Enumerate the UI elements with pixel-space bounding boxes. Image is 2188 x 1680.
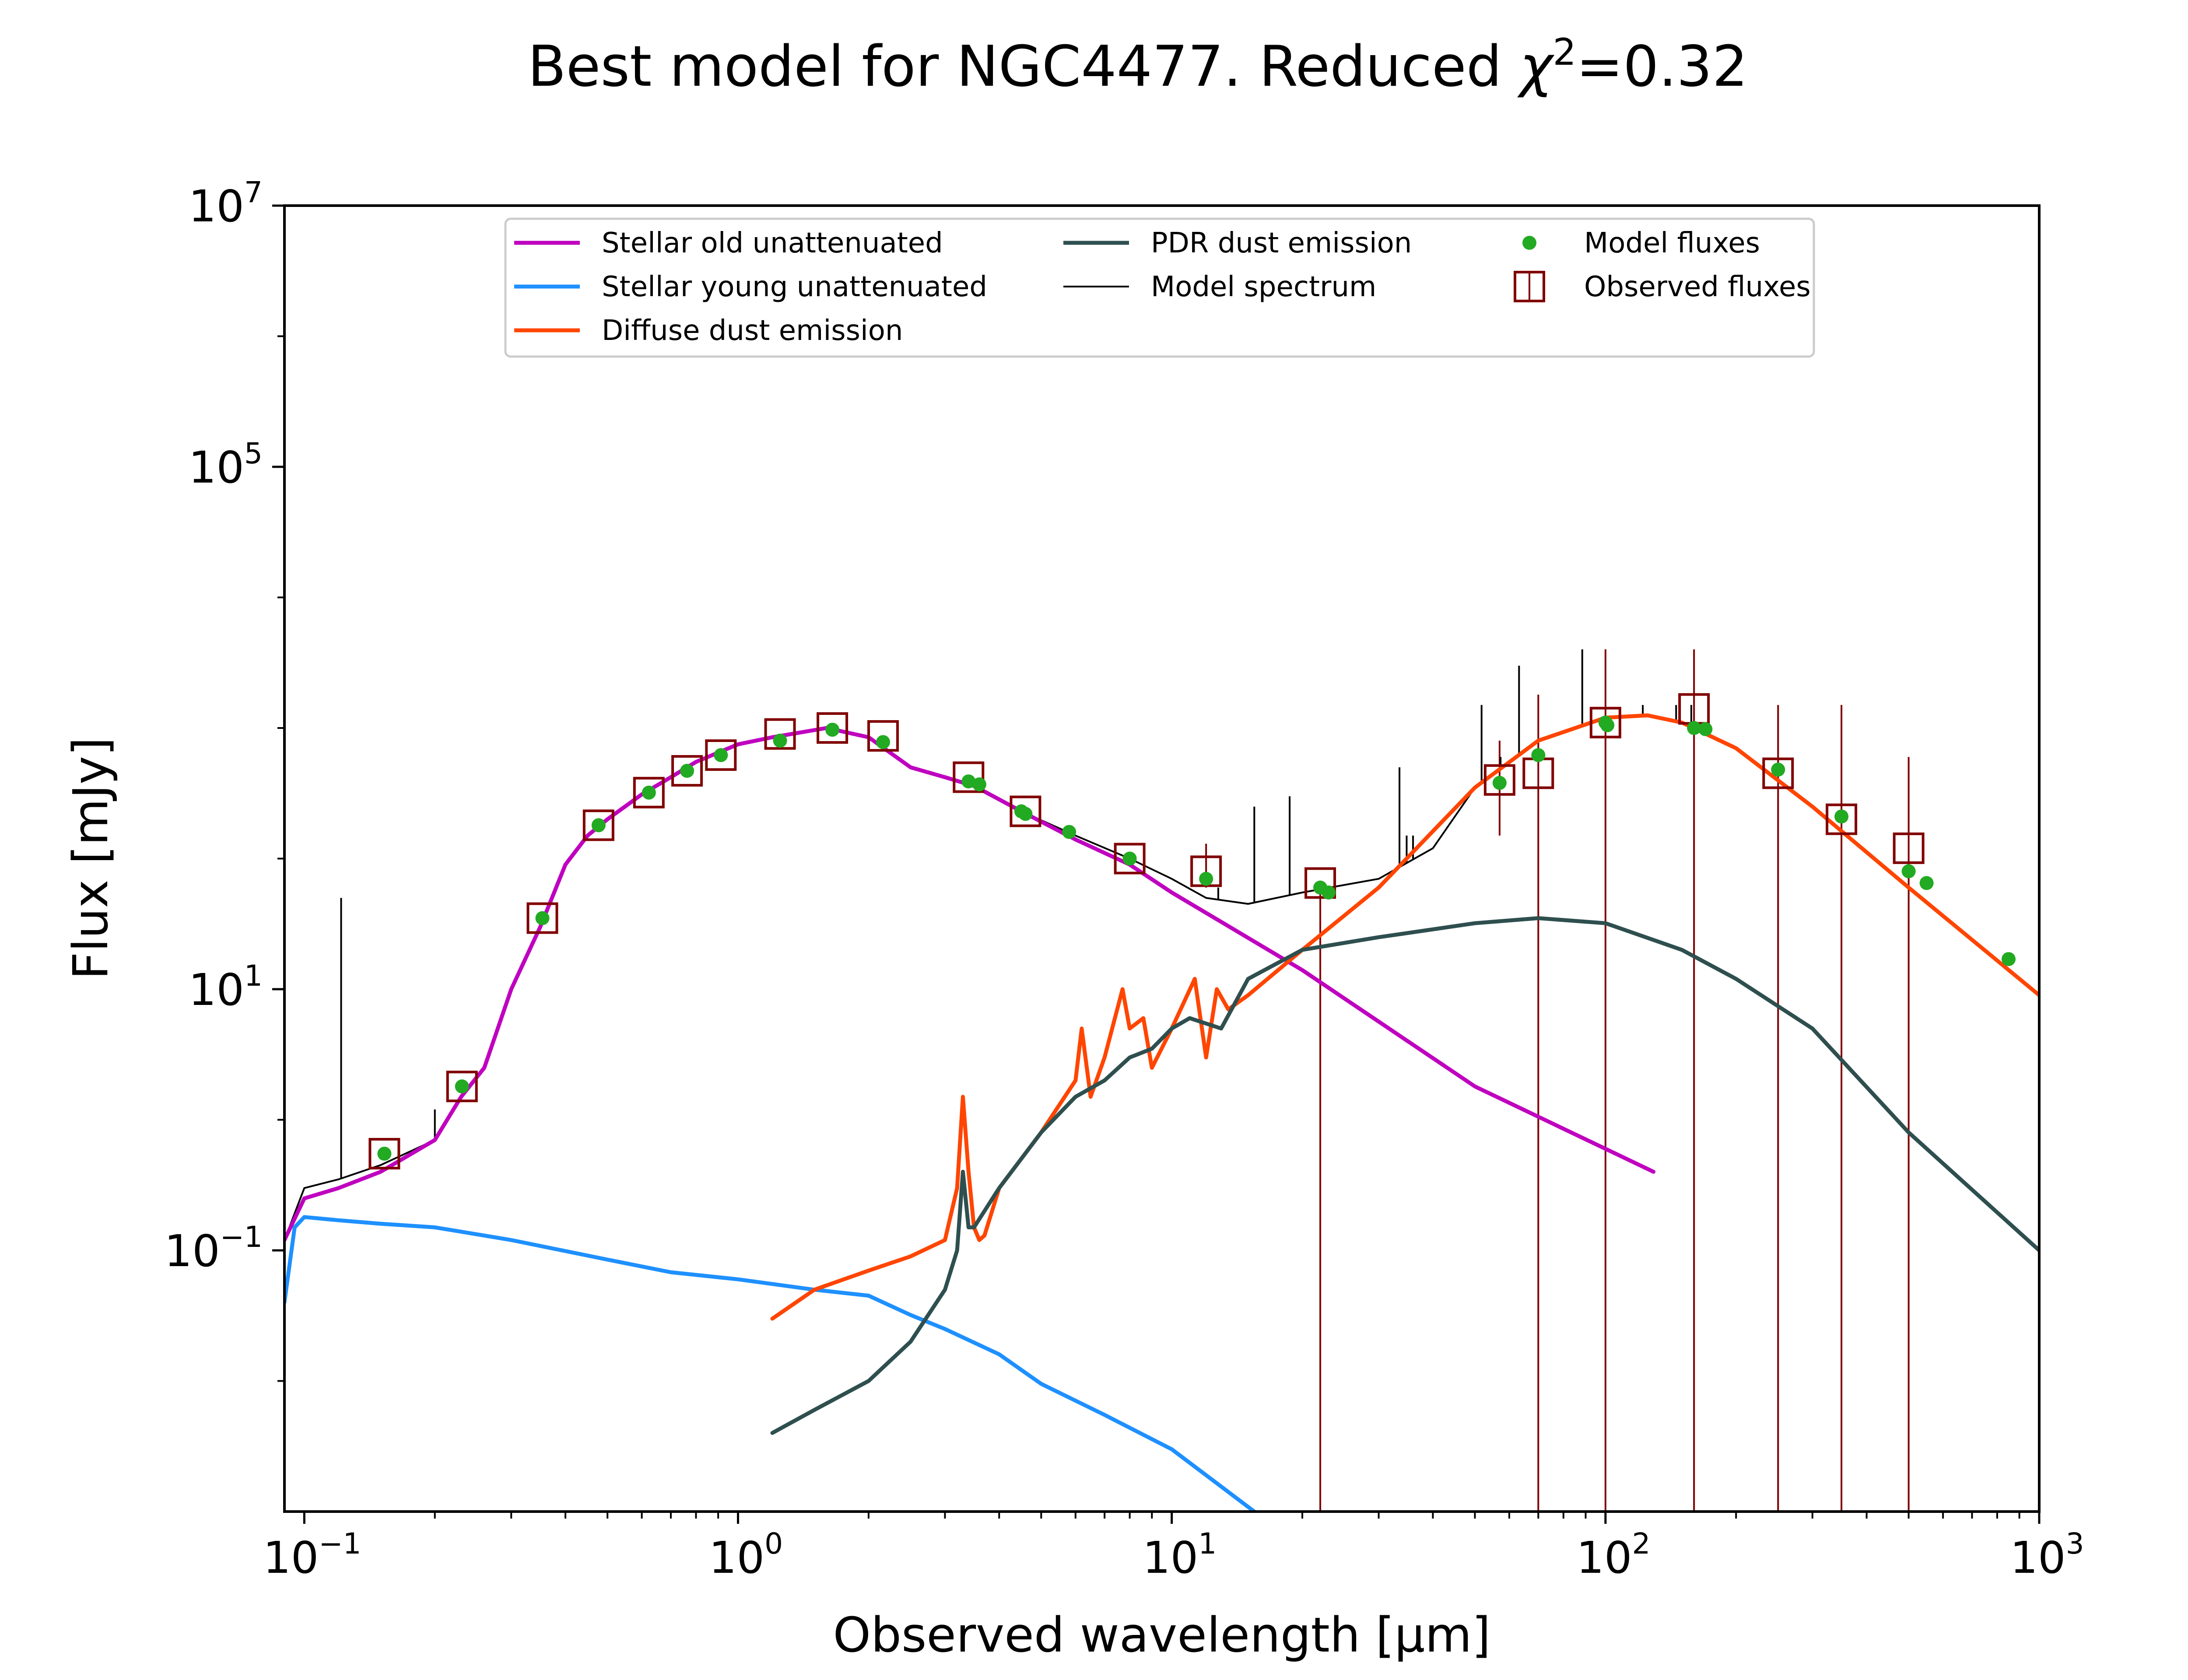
legend-item-model-fluxes: Model fluxes — [1522, 227, 1760, 259]
observed-flux-marker — [1483, 764, 1515, 796]
model-flux-point — [1062, 825, 1076, 839]
model-flux-point — [1531, 748, 1546, 762]
observed-flux-marker — [671, 755, 703, 787]
series-line-pdr-dust-emission — [770, 916, 2039, 1435]
legend-label: Observed fluxes — [1584, 271, 1811, 303]
legend-label: Diffuse dust emission — [602, 315, 903, 347]
series-line-stellar-young-unattenuated — [284, 1215, 1256, 1512]
observed-flux-marker — [1589, 707, 1621, 738]
legend-item-diffuse-dust-emission: Diffuse dust emission — [514, 315, 903, 347]
observed-flux-marker — [633, 777, 665, 808]
x-axis-label: Observed wavelength [μm] — [833, 1607, 1491, 1663]
model-flux-point — [1901, 864, 1916, 878]
observed-flux-marker — [867, 720, 899, 752]
legend-item-pdr-dust-emission: PDR dust emission — [1063, 227, 1412, 259]
legend-label: Model spectrum — [1151, 271, 1376, 303]
model-flux-point — [2002, 952, 2016, 966]
model-flux-point — [1018, 807, 1033, 821]
observed-flux-marker — [1304, 867, 1336, 899]
legend: Stellar old unattenuated Stellar young un… — [504, 217, 1815, 358]
model-flux-point — [1122, 851, 1137, 866]
observed-flux-marker — [526, 902, 558, 934]
y-tick-label: 101 — [189, 959, 263, 1015]
observed-flux-marker — [368, 1138, 400, 1170]
chart-title: Best model for NGC4477. Reduced χ2=0.32 — [528, 31, 1748, 99]
series-line-diffuse-dust-emission — [770, 713, 2039, 1321]
observed-flux-marker — [817, 712, 849, 744]
observed-flux-marker — [1010, 795, 1041, 827]
model-flux-point — [1834, 809, 1849, 824]
x-tick-label: 103 — [2010, 1527, 2084, 1583]
y-tick-label: 107 — [189, 175, 263, 232]
model-flux-point — [680, 763, 694, 778]
observed-flux-marker — [705, 739, 737, 771]
model-flux-point — [1322, 886, 1336, 900]
observed-flux-marker — [1762, 757, 1794, 789]
legend-item-stellar-young-unattenuated: Stellar young unattenuated — [514, 271, 987, 303]
legend-item-observed-fluxes: Observed fluxes — [1514, 271, 1811, 303]
model-flux-point — [876, 735, 891, 749]
y-tick-label: 105 — [189, 437, 263, 493]
model-fluxes-layer — [377, 715, 2016, 1161]
model-flux-point — [1919, 876, 1934, 890]
legend-swatch — [1522, 236, 1536, 250]
legend-label: PDR dust emission — [1151, 227, 1412, 259]
model-flux-point — [1771, 763, 1785, 777]
model-flux-point — [1199, 872, 1213, 886]
legend-label: Model fluxes — [1584, 227, 1760, 259]
component-lines — [284, 713, 2039, 1512]
model-flux-point — [961, 774, 976, 789]
y-tick-label: 10−1 — [164, 1220, 263, 1277]
model-flux-point — [455, 1079, 469, 1094]
model-flux-point — [825, 722, 840, 737]
model-flux-point — [377, 1147, 392, 1161]
model-flux-point — [773, 733, 787, 748]
x-tick-label: 101 — [1143, 1527, 1217, 1583]
model-flux-point — [642, 785, 656, 800]
legend-label: Stellar old unattenuated — [602, 227, 943, 259]
observed-flux-marker — [764, 718, 796, 750]
plot-area — [284, 649, 2039, 1512]
observed-flux-marker — [1114, 843, 1146, 875]
model-flux-point — [1687, 721, 1701, 735]
legend-box — [504, 217, 1815, 358]
model-flux-point — [1600, 718, 1615, 732]
x-tick-label: 100 — [709, 1527, 783, 1583]
model-flux-point — [972, 777, 986, 791]
x-tick-label: 102 — [1576, 1527, 1650, 1583]
observed-flux-marker — [953, 761, 985, 793]
legend-item-model-spectrum: Model spectrum — [1063, 271, 1376, 303]
model-flux-point — [535, 911, 550, 925]
model-flux-point — [714, 748, 728, 762]
x-tick-label: 10−1 — [263, 1527, 361, 1583]
legend-item-stellar-old-unattenuated: Stellar old unattenuated — [514, 227, 943, 259]
model-flux-point — [591, 818, 606, 833]
legend-label: Stellar young unattenuated — [602, 271, 987, 303]
observed-flux-marker — [1893, 832, 1925, 864]
observed-flux-marker — [1826, 803, 1858, 835]
observed-fluxes-layer — [368, 693, 1925, 1170]
observed-flux-marker — [582, 809, 614, 841]
axis-ticks: 10−1 100 101 102 103 10−1 101 105 107 — [164, 175, 2084, 1583]
observed-flux-marker — [446, 1071, 478, 1102]
series-line-stellar-old-unattenuated — [284, 726, 1655, 1242]
y-axis-label: Flux [mJy] — [63, 737, 119, 980]
model-flux-point — [1492, 776, 1507, 790]
model-flux-point — [1698, 722, 1713, 736]
